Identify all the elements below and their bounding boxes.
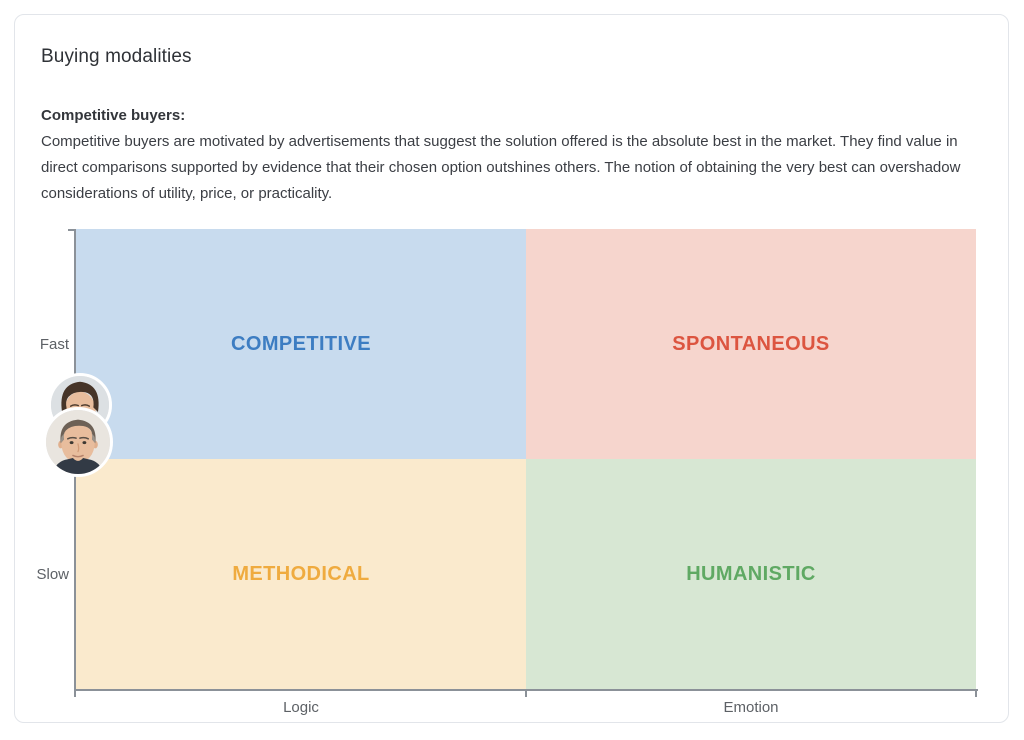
quadrant-spontaneous: SPONTANEOUS bbox=[526, 229, 976, 459]
x-axis-label-logic: Logic bbox=[283, 699, 319, 716]
quadrant-label: SPONTANEOUS bbox=[672, 332, 830, 355]
y-axis-label-slow: Slow bbox=[36, 566, 69, 583]
quadrant-competitive: COMPETITIVE bbox=[76, 229, 526, 459]
buyer-avatar-2[interactable] bbox=[43, 407, 113, 477]
male-face-gray-hair-icon bbox=[46, 410, 110, 474]
x-axis-line bbox=[74, 689, 978, 691]
quadrant-chart: COMPETITIVE SPONTANEOUS METHODICAL HUMAN… bbox=[76, 229, 976, 689]
x-axis-right-tick bbox=[975, 691, 977, 697]
description-body: Competitive buyers are motivated by adve… bbox=[41, 133, 961, 202]
buying-modalities-card: Buying modalities Competitive buyers: Co… bbox=[14, 14, 1009, 723]
quadrant-methodical: METHODICAL bbox=[76, 459, 526, 689]
page-title: Buying modalities bbox=[41, 46, 192, 67]
y-axis-label-fast: Fast bbox=[39, 336, 69, 353]
y-axis-top-tick bbox=[68, 229, 74, 231]
quadrant-label: COMPETITIVE bbox=[231, 332, 371, 355]
description-heading: Competitive buyers: bbox=[41, 107, 186, 124]
x-axis-mid-tick bbox=[525, 691, 527, 697]
quadrant-label: HUMANISTIC bbox=[686, 562, 816, 585]
x-axis-label-emotion: Emotion bbox=[723, 699, 779, 716]
description-block: Competitive buyers: Competitive buyers a… bbox=[41, 103, 987, 207]
quadrant-humanistic: HUMANISTIC bbox=[526, 459, 976, 689]
quadrant-label: METHODICAL bbox=[232, 562, 370, 585]
